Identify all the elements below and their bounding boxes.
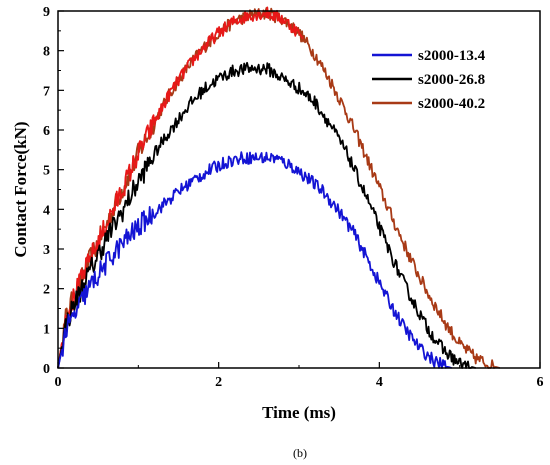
- axis-ticks: 0 2 4 6 0 1 2 3 4 5 6 7 8 9: [43, 5, 544, 390]
- plot-area-frame: [57, 10, 541, 369]
- legend-label-3: s2000-40.2: [418, 96, 485, 112]
- legend: s2000-13.4 s2000-26.8 s2000-40.2: [372, 48, 486, 112]
- x-tick-label: 6: [537, 375, 544, 390]
- series-line-1: [57, 151, 452, 369]
- legend-label-2: s2000-26.8: [418, 72, 485, 88]
- y-tick-label: 1: [43, 322, 50, 337]
- figure-caption: (b): [293, 446, 307, 460]
- y-tick-label: 2: [43, 283, 50, 298]
- y-tick-label: 5: [43, 164, 50, 179]
- x-tick-label: 4: [376, 375, 383, 390]
- legend-label-1: s2000-13.4: [418, 48, 486, 64]
- y-tick-label: 8: [43, 45, 50, 60]
- x-tick-label: 2: [215, 375, 222, 390]
- y-tick-label: 4: [43, 203, 50, 218]
- y-tick-label: 0: [43, 362, 50, 377]
- x-tick-label: 0: [55, 375, 62, 390]
- series-line-2: [57, 61, 476, 369]
- series-line-4: [57, 6, 304, 369]
- y-axis-title: Contact Force(kN): [11, 121, 30, 257]
- y-tick-label: 9: [43, 5, 50, 20]
- y-tick-label: 3: [43, 243, 50, 258]
- series-layer: [57, 6, 500, 369]
- y-tick-label: 6: [43, 124, 50, 139]
- x-axis-title: Time (ms): [262, 403, 336, 422]
- y-tick-label: 7: [43, 84, 50, 99]
